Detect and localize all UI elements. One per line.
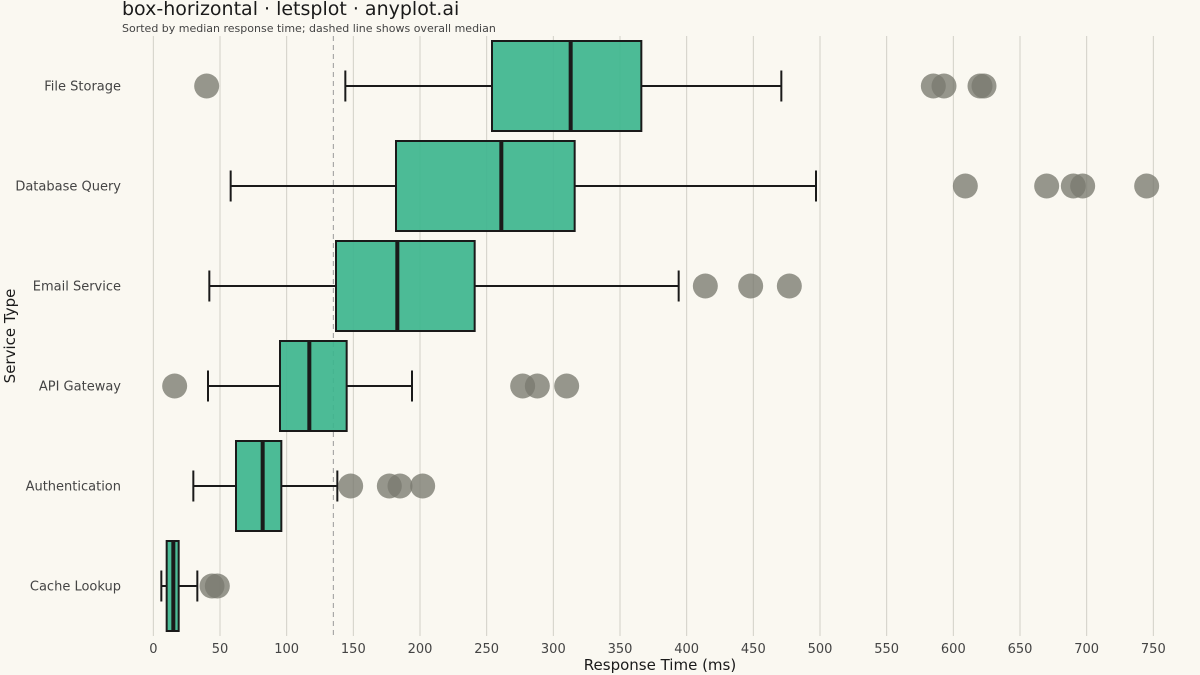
- outlier-point: [971, 73, 997, 99]
- outlier-layer: [162, 73, 1160, 599]
- y-tick-label: API Gateway: [39, 380, 121, 395]
- outlier-point: [931, 73, 957, 99]
- y-axis-label: Service Type: [1, 289, 19, 384]
- x-tick-label: 150: [341, 642, 366, 657]
- box-body: [279, 340, 348, 432]
- box-group: [160, 540, 199, 632]
- box-layer: [160, 40, 817, 632]
- axis-layer: 0 50 100 150 200 250 300 350 400 450 500 550 600 650 7…: [1, 80, 1166, 675]
- box-group: [229, 140, 817, 232]
- outlier-point: [692, 273, 718, 299]
- x-tick-label: 300: [541, 642, 566, 657]
- box-group: [207, 340, 413, 432]
- x-tick-label: 450: [741, 642, 766, 657]
- y-tick-label: Database Query: [15, 180, 121, 195]
- x-tick-label: 200: [408, 642, 433, 657]
- box-body: [491, 40, 643, 132]
- outlier-point: [338, 473, 364, 499]
- x-tick-label: 250: [474, 642, 499, 657]
- box-group: [344, 40, 783, 132]
- x-tick-label: 750: [1141, 642, 1166, 657]
- outlier-point: [387, 473, 413, 499]
- box-body: [395, 140, 576, 232]
- outlier-point: [410, 473, 436, 499]
- x-tick-label: 50: [212, 642, 229, 657]
- outlier-point: [554, 373, 580, 399]
- outlier-point: [1034, 173, 1060, 199]
- x-tick-label: 0: [149, 642, 157, 657]
- chart-subtitle: Sorted by median response time; dashed l…: [122, 22, 496, 35]
- x-tick-label: 400: [674, 642, 699, 657]
- box-group: [208, 240, 680, 332]
- outlier-point: [204, 573, 230, 599]
- outlier-point: [1070, 173, 1096, 199]
- outlier-point: [162, 373, 188, 399]
- grid-layer: [152, 36, 1154, 636]
- outlier-point: [952, 173, 978, 199]
- x-tick-label: 550: [874, 642, 899, 657]
- outlier-point: [194, 73, 220, 99]
- box-body: [335, 240, 476, 332]
- outlier-point: [1134, 173, 1160, 199]
- outlier-point: [776, 273, 802, 299]
- box-body: [235, 440, 283, 532]
- y-tick-label: Cache Lookup: [30, 580, 121, 595]
- x-axis-label: Response Time (ms): [584, 656, 736, 674]
- x-tick-label: 500: [808, 642, 833, 657]
- outlier-point: [738, 273, 764, 299]
- y-tick-label: File Storage: [44, 80, 121, 95]
- chart-title: box-horizontal · letsplot · anyplot.ai: [122, 0, 460, 20]
- y-tick-label: Authentication: [26, 480, 121, 495]
- x-tick-label: 350: [608, 642, 633, 657]
- x-tick-label: 650: [1008, 642, 1033, 657]
- x-tick-label: 600: [941, 642, 966, 657]
- outlier-point: [524, 373, 550, 399]
- x-tick-label: 700: [1074, 642, 1099, 657]
- y-tick-label: Email Service: [33, 280, 121, 295]
- x-tick-label: 100: [274, 642, 299, 657]
- box-group: [192, 440, 339, 532]
